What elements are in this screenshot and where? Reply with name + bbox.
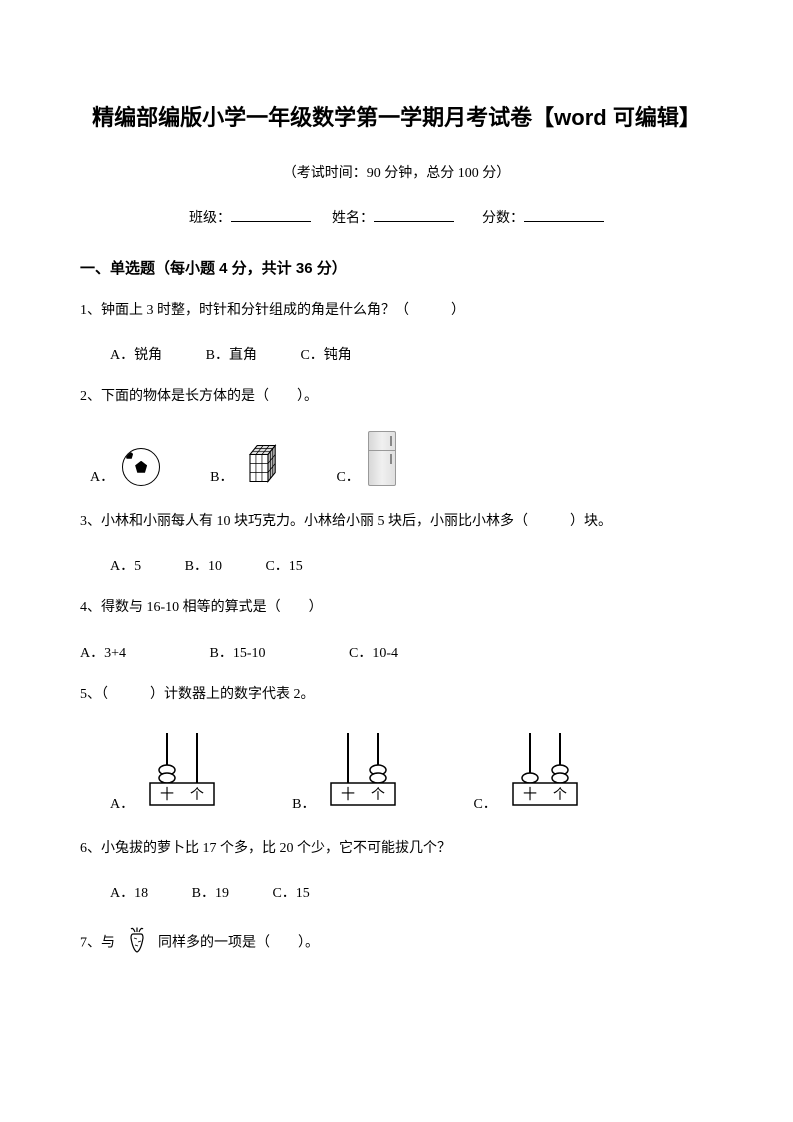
- rubik-cube-icon: [241, 441, 286, 486]
- q1-opt-a: A．锐角: [110, 344, 162, 364]
- svg-text:个: 个: [371, 787, 385, 803]
- q5-text: 5、（ ）计数器上的数字代表 2。: [80, 684, 713, 706]
- q7-text-before: 7、与: [80, 936, 115, 951]
- info-line: 班级： 姓名： 分数：: [80, 207, 713, 227]
- q2-text: 2、下面的物体是长方体的是（ ）。: [80, 386, 713, 408]
- q6-text: 6、小兔拔的萝卜比 17 个多，比 20 个少，它不可能拔几个？: [80, 838, 713, 860]
- q5-b-label: B．: [292, 793, 315, 813]
- q5-opt-c: C． 十 个: [473, 728, 584, 813]
- svg-text:个: 个: [190, 787, 204, 803]
- q4-text: 4、得数与 16-10 相等的算式是（ ）: [80, 597, 713, 619]
- page-title: 精编部编版小学一年级数学第一学期月考试卷【word 可编辑】: [80, 100, 713, 132]
- q7-text-after: 同样多的一项是（ ）。: [158, 936, 319, 951]
- q6-options: A．18 B．19 C．15: [80, 882, 713, 902]
- class-label: 班级：: [189, 211, 231, 226]
- svg-text:个: 个: [553, 787, 567, 803]
- q5-opt-a: A． 十 个: [110, 728, 222, 813]
- fridge-icon: [368, 431, 396, 486]
- q4-opt-a: A．3+4: [80, 642, 126, 662]
- q7-text: 7、与 同样多的一项是（ ）。: [80, 924, 713, 962]
- q1-opt-c: C．钝角: [300, 344, 351, 364]
- q5-opt-b: B． 十 个: [292, 728, 403, 813]
- abacus-c-icon: 十 个: [505, 728, 585, 813]
- carrot-icon: [125, 924, 149, 962]
- q3-opt-b: B．10: [185, 555, 222, 575]
- q4-options: A．3+4 B．15-10 C．10-4: [80, 642, 713, 662]
- q2-options: A． B． C．: [80, 431, 713, 486]
- svg-text:十: 十: [341, 787, 355, 803]
- abacus-a-icon: 十 个: [142, 728, 222, 813]
- section1-header: 一、单选题（每小题 4 分，共计 36 分）: [80, 257, 713, 278]
- q2-a-label: A．: [90, 466, 114, 486]
- q3-opt-c: C．15: [265, 555, 302, 575]
- q3-opt-a: A．5: [110, 555, 141, 575]
- q1-opt-b: B．直角: [206, 344, 257, 364]
- q5-a-label: A．: [110, 793, 134, 813]
- name-blank[interactable]: [374, 208, 454, 222]
- q2-c-label: C．: [336, 466, 359, 486]
- score-blank[interactable]: [524, 208, 604, 222]
- soccer-ball-icon: [122, 448, 160, 486]
- q2-opt-b: B．: [210, 441, 286, 486]
- q6-opt-a: A．18: [110, 882, 148, 902]
- q4-opt-b: B．15-10: [210, 642, 266, 662]
- score-label: 分数：: [482, 211, 524, 226]
- q2-opt-a: A．: [90, 448, 160, 486]
- name-label: 姓名：: [332, 211, 374, 226]
- svg-text:十: 十: [160, 787, 174, 803]
- q6-opt-c: C．15: [272, 882, 309, 902]
- q6-opt-b: B．19: [192, 882, 229, 902]
- q2-opt-c: C．: [336, 431, 395, 486]
- abacus-b-icon: 十 个: [323, 728, 403, 813]
- q1-text: 1、钟面上 3 时整，时针和分针组成的角是什么角？（ ）: [80, 300, 713, 322]
- q4-opt-c: C．10-4: [349, 642, 398, 662]
- q2-b-label: B．: [210, 466, 233, 486]
- q3-text: 3、小林和小丽每人有 10 块巧克力。小林给小丽 5 块后，小丽比小林多（ ）块…: [80, 511, 713, 533]
- svg-text:十: 十: [523, 787, 537, 803]
- q5-options: A． 十 个 B． 十 个 C．: [80, 728, 713, 813]
- q3-options: A．5 B．10 C．15: [80, 555, 713, 575]
- exam-subtitle: （考试时间：90 分钟，总分 100 分）: [80, 162, 713, 182]
- q5-c-label: C．: [473, 793, 496, 813]
- class-blank[interactable]: [231, 208, 311, 222]
- q1-options: A．锐角 B．直角 C．钝角: [80, 344, 713, 364]
